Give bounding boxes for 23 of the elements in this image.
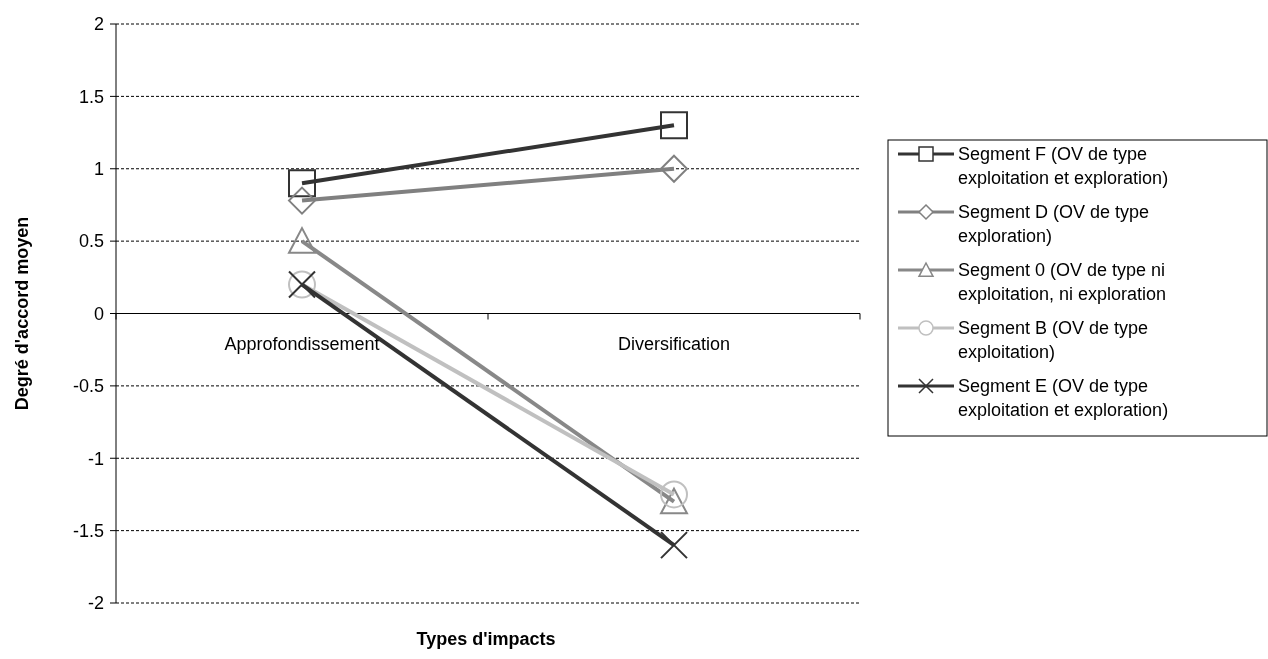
y-tick-label: 1 <box>93 159 104 180</box>
y-tick-label: -2 <box>87 593 104 614</box>
x-axis-title: Types d'impacts <box>416 629 556 649</box>
legend-label: Segment 0 (OV de type ni exploitation, ni exploration <box>958 260 1167 305</box>
legend-label: Segment B (OV de type exploitation) <box>958 318 1149 363</box>
point <box>288 169 316 198</box>
point <box>660 531 688 560</box>
legend-label: Segment E (OV de type exploitation et exploration) <box>958 376 1169 421</box>
y-tick-label: -0.5 <box>72 376 104 397</box>
point <box>660 111 688 140</box>
y-tick-label: 0 <box>93 303 104 324</box>
legend-label: Segment D (OV de type exploration) <box>958 202 1150 247</box>
y-tick-label: 1.5 <box>78 86 104 107</box>
x-tick-label: Approfondissement <box>224 333 380 354</box>
legend-label: Segment F (OV de type exploitation et exploration) <box>958 144 1169 189</box>
y-tick-label: -1.5 <box>72 520 104 541</box>
y-tick-label: 0.5 <box>78 231 104 252</box>
point <box>660 154 688 183</box>
x-tick-label: Diversification <box>617 333 731 354</box>
y-tick-label: -1 <box>87 448 104 469</box>
y-tick-label: 2 <box>93 14 104 35</box>
y-axis-title: Degré d'accord moyen <box>12 216 32 411</box>
point <box>288 186 316 215</box>
